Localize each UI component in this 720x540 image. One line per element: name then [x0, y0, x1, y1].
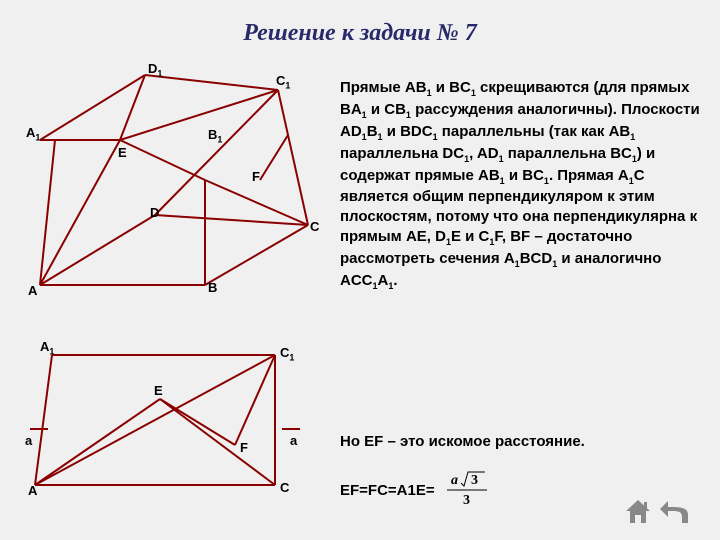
vertex-label-aR: a: [290, 433, 297, 448]
diagram-line: [40, 215, 155, 285]
vertex-label-D: D: [150, 205, 159, 220]
vertex-label-A: A: [28, 483, 37, 498]
diagram-line: [235, 355, 275, 445]
diagram-cube: D1C1A1EB1FDCAB: [30, 65, 330, 300]
solution-paragraph-2: Но EF – это искомое расстояние.: [340, 432, 700, 452]
vertex-label-A1: A1: [40, 339, 54, 357]
diagram-section: A1C1EaaFAC: [30, 335, 320, 505]
vertex-label-C1: C1: [280, 345, 294, 363]
diagram-line: [160, 399, 275, 485]
nav-controls: [622, 497, 692, 530]
diagram-line: [120, 140, 205, 180]
page: Решение к задачи № 7 D1 C1 A1 E B1 F D C A B A1 C1…: [0, 0, 720, 540]
vertex-label-E: E: [154, 383, 163, 398]
diagram-line: [205, 225, 308, 285]
vertex-label-A1: A1: [26, 125, 40, 143]
home-icon[interactable]: [622, 497, 654, 525]
vertex-label-F: F: [252, 169, 260, 184]
vertex-label-D1: D1: [148, 61, 162, 79]
ef-formula-rhs: a 3 3: [445, 470, 489, 512]
page-title: Решение к задачи № 7: [0, 20, 720, 47]
diagram-line: [145, 75, 278, 90]
vertex-label-C: C: [310, 219, 319, 234]
diagram-line: [260, 135, 288, 180]
solution-paragraph-1: Прямые AB1 и BC1 скрещиваются (для прямы…: [340, 78, 700, 293]
formula-denominator: 3: [463, 493, 470, 506]
diagram-line: [155, 215, 308, 225]
diagram-section-svg: [30, 335, 320, 505]
diagram-cube-svg: [30, 65, 330, 300]
diagram-line: [35, 355, 275, 485]
diagram-line: [278, 90, 308, 225]
u-turn-arrow-icon[interactable]: [658, 497, 692, 525]
ef-formula-lhs: EF=FC=A1E=: [340, 482, 435, 499]
vertex-label-B: B: [208, 280, 217, 295]
vertex-label-B1: B1: [208, 127, 222, 145]
diagram-line: [40, 75, 145, 140]
diagram-line: [160, 399, 235, 445]
vertex-label-C: C: [280, 480, 289, 495]
formula-a: a: [451, 473, 458, 488]
vertex-label-A: A: [28, 283, 37, 298]
vertex-label-E: E: [118, 145, 127, 160]
diagram-line: [35, 355, 52, 485]
diagram-line: [35, 399, 160, 485]
formula-radicand: 3: [471, 473, 478, 488]
vertex-label-F: F: [240, 440, 248, 455]
vertex-label-aL: a: [25, 433, 32, 448]
diagram-line: [120, 75, 145, 140]
vertex-label-C1: C1: [276, 73, 290, 91]
diagram-line: [205, 180, 308, 225]
